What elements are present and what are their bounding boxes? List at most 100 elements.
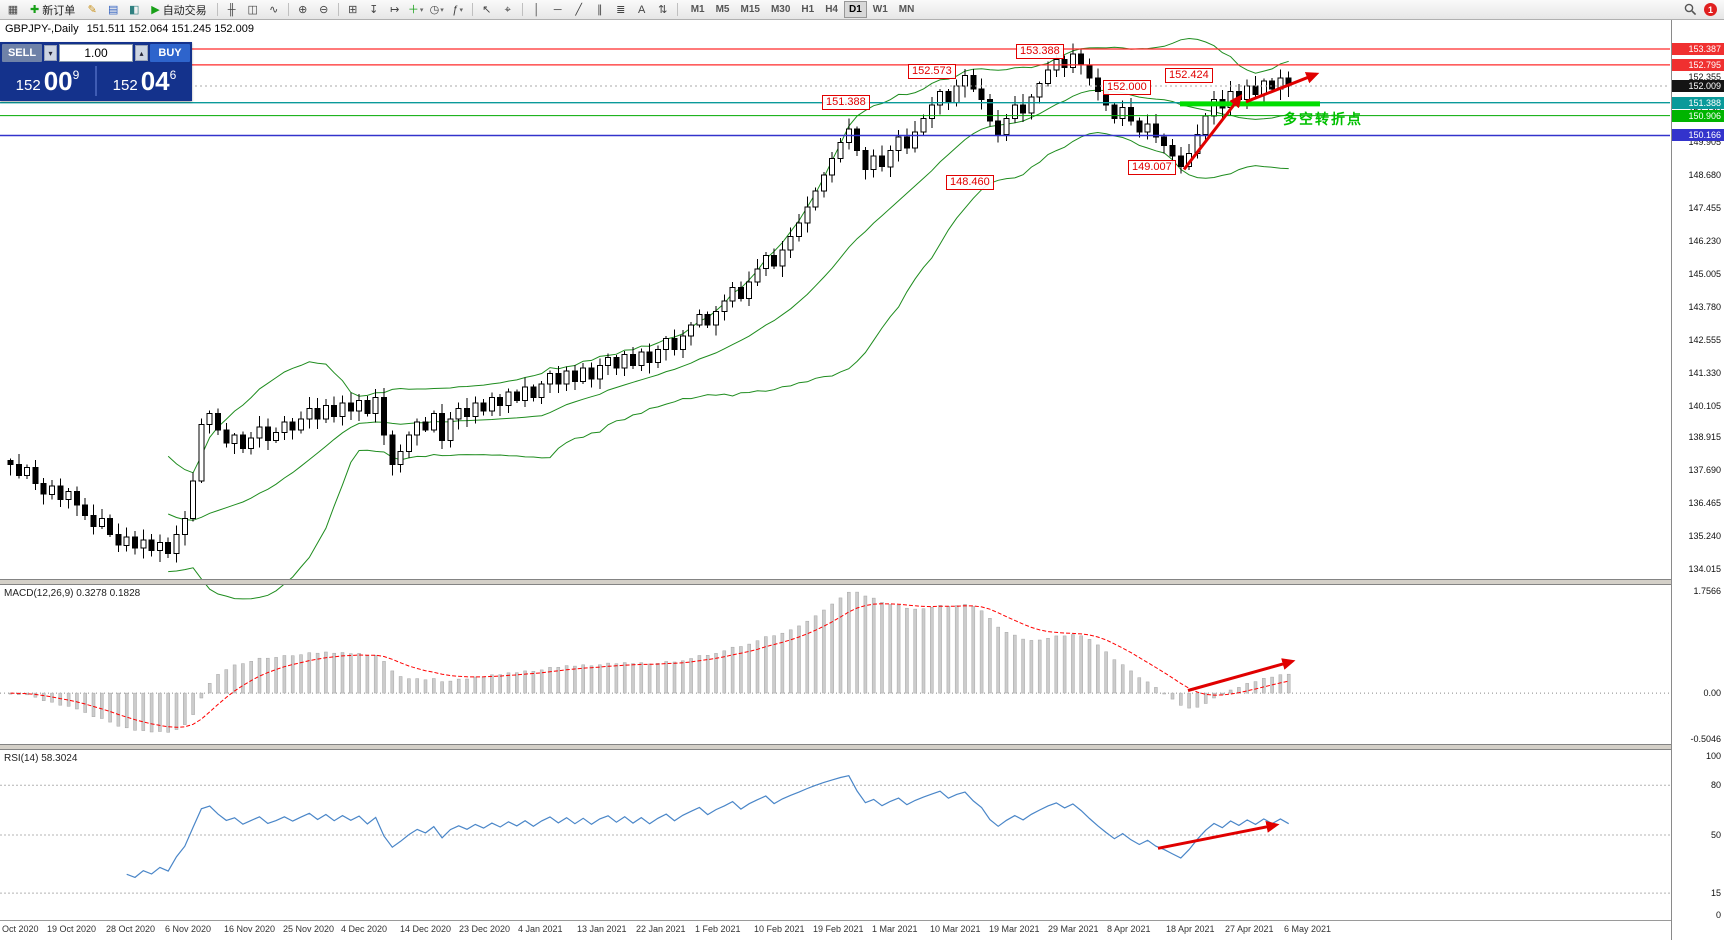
one-click-header: SELL ▾ ▴ BUY	[0, 42, 192, 63]
price-callout[interactable]: 152.000	[1103, 80, 1151, 95]
trend-arrow[interactable]	[1245, 72, 1320, 104]
candlestick-type-icon[interactable]: ◫	[243, 1, 263, 19]
autoscroll-icon[interactable]: ↧	[364, 1, 384, 19]
price-line-label: 151.388	[1672, 97, 1724, 109]
trendline-icon[interactable]: ╱	[569, 1, 589, 19]
market-watch-icon-glyph: ▤	[108, 3, 119, 16]
data-window-icon[interactable]: ◧	[124, 1, 144, 19]
fibonacci-icon[interactable]: ≣	[611, 1, 631, 19]
search-icon[interactable]	[1680, 1, 1700, 19]
indicators-icon[interactable]: ƒ ▾	[448, 1, 468, 19]
crosshair-icon[interactable]: ⌖	[498, 1, 518, 19]
price-callout[interactable]: 152.424	[1165, 68, 1213, 83]
notification-badge[interactable]: 1	[1704, 3, 1717, 16]
axis-tick-label: 0	[1715, 910, 1721, 920]
autotrading-button[interactable]: ▶ 自动交易	[145, 1, 212, 19]
timeframe-button-D1[interactable]: D1	[844, 1, 867, 18]
trend-arrow[interactable]	[1182, 94, 1243, 171]
new-order-button[interactable]: ✚ 新订单	[24, 1, 81, 19]
new-chart-icon-glyph: ＋	[407, 3, 419, 16]
price-callout[interactable]: 149.007	[1128, 160, 1176, 175]
bar-chart-type-icon[interactable]: ╫	[222, 1, 242, 19]
volume-down-button[interactable]: ▾	[44, 45, 57, 61]
price-axis[interactable]: 152.355151.130149.905148.680147.455146.2…	[1671, 20, 1724, 940]
price-callout[interactable]: 152.573	[908, 64, 956, 79]
symbol-name: GBPJPY-,Daily	[5, 23, 79, 35]
price-line-label: 153.387	[1672, 43, 1724, 55]
zoom-out-icon[interactable]: ⊖	[314, 1, 334, 19]
timeframe-button-MN[interactable]: MN	[898, 4, 915, 15]
axis-tick-label: 149.905	[1688, 137, 1721, 147]
axis-tick-label: 145.005	[1688, 269, 1721, 279]
chart-text-annotation[interactable]: 多空转折点	[1283, 111, 1363, 127]
macd-trend-arrow[interactable]	[1187, 658, 1296, 692]
time-axis-label: 10 Feb 2021	[754, 924, 805, 934]
price-line-label: 150.906	[1672, 110, 1724, 122]
toolbar-right-group: 1	[1680, 1, 1721, 19]
channel-icon[interactable]: ∥	[590, 1, 610, 19]
crosshair-icon-glyph: ⌖	[504, 3, 511, 16]
vertical-line-icon[interactable]: │	[527, 1, 547, 19]
time-axis-label: 19 Feb 2021	[813, 924, 864, 934]
panel-splitter-macd[interactable]	[0, 579, 1724, 585]
rsi-panel[interactable]	[0, 775, 1670, 894]
timeframe-button-M1[interactable]: M1	[690, 4, 705, 15]
timeframe-toolbar: M1 M5 M15 M30 H1 H4 D1 W1 MN	[686, 1, 920, 18]
panel-splitter-rsi[interactable]	[0, 744, 1724, 750]
autoscroll-icon-glyph: ↧	[369, 3, 379, 16]
indicators-icon-glyph: ƒ	[452, 3, 459, 16]
time-axis[interactable]: Oct 2020 19 Oct 2020 28 Oct 2020 6 Nov 2020…	[0, 920, 1724, 940]
text-label-icon[interactable]: A	[632, 1, 652, 19]
indicators-icon-dropdown[interactable]: ▾	[459, 6, 463, 14]
sell-button[interactable]: SELL	[2, 44, 42, 62]
time-axis-label: 22 Jan 2021	[636, 924, 686, 934]
time-axis-label: 8 Apr 2021	[1107, 924, 1151, 934]
volume-input[interactable]	[59, 44, 133, 62]
buy-price-point: 6	[169, 67, 177, 82]
chart-canvas[interactable]	[0, 20, 1672, 940]
axis-tick-label: 15	[1710, 888, 1721, 898]
horizontal-line-icon-glyph: ─	[553, 3, 562, 16]
new-chart-icon[interactable]: ＋ ▾	[406, 1, 426, 19]
arrow-objects-icon[interactable]: ⇅	[653, 1, 673, 19]
price-line-label: 152.795	[1672, 59, 1724, 71]
timeframe-button-H4[interactable]: H4	[825, 4, 838, 15]
buy-button[interactable]: BUY	[150, 44, 190, 62]
cursor-icon[interactable]: ↖	[477, 1, 497, 19]
metaeditor-icon[interactable]: ✎	[82, 1, 102, 19]
new-chart-icon-dropdown[interactable]: ▾	[419, 6, 424, 14]
macd-panel[interactable]	[0, 591, 1670, 733]
timeframe-button-H1[interactable]: H1	[801, 4, 815, 15]
timeframe-button-W1[interactable]: W1	[872, 4, 888, 15]
chart-shift-icon[interactable]: ↦	[385, 1, 405, 19]
axis-tick-label: -0.5046	[1690, 734, 1721, 744]
data-window-icon-glyph: ◧	[129, 3, 140, 16]
line-chart-type-icon[interactable]: ∿	[264, 1, 284, 19]
chart-window-icon-glyph: ▦	[7, 3, 19, 16]
chart-window-icon[interactable]: ▦	[3, 1, 23, 19]
market-watch-icon[interactable]: ▤	[103, 1, 123, 19]
horizontal-line-icon[interactable]: ─	[548, 1, 568, 19]
time-axis-label: 4 Jan 2021	[518, 924, 563, 934]
time-axis-label: 18 Apr 2021	[1166, 924, 1215, 934]
profiles-icon-dropdown[interactable]: ▾	[440, 6, 444, 14]
text-label-icon-glyph: A	[638, 3, 646, 16]
price-callout[interactable]: 148.460	[946, 175, 994, 190]
volume-up-button[interactable]: ▴	[135, 45, 148, 61]
price-callout[interactable]: 153.388	[1016, 44, 1064, 59]
tile-windows-icon[interactable]: ⊞	[343, 1, 363, 19]
time-axis-label: 1 Feb 2021	[695, 924, 741, 934]
timeframe-button-M15[interactable]: M15	[740, 4, 760, 15]
axis-tick-label: 138.915	[1688, 432, 1721, 442]
time-axis-label: 13 Jan 2021	[577, 924, 627, 934]
ohlc-values: 151.511 152.064 151.245 152.009	[86, 23, 254, 35]
profiles-icon[interactable]: ◷ ▾	[427, 1, 447, 19]
axis-tick-label: 142.555	[1688, 335, 1721, 345]
rsi-trend-arrow[interactable]	[1157, 820, 1280, 850]
axis-tick-label: 0.00	[1703, 688, 1721, 698]
timeframe-button-M5[interactable]: M5	[715, 4, 730, 15]
timeframe-button-M30[interactable]: M30	[770, 4, 791, 15]
price-callout[interactable]: 151.388	[822, 95, 870, 110]
zoom-in-icon[interactable]: ⊕	[293, 1, 313, 19]
